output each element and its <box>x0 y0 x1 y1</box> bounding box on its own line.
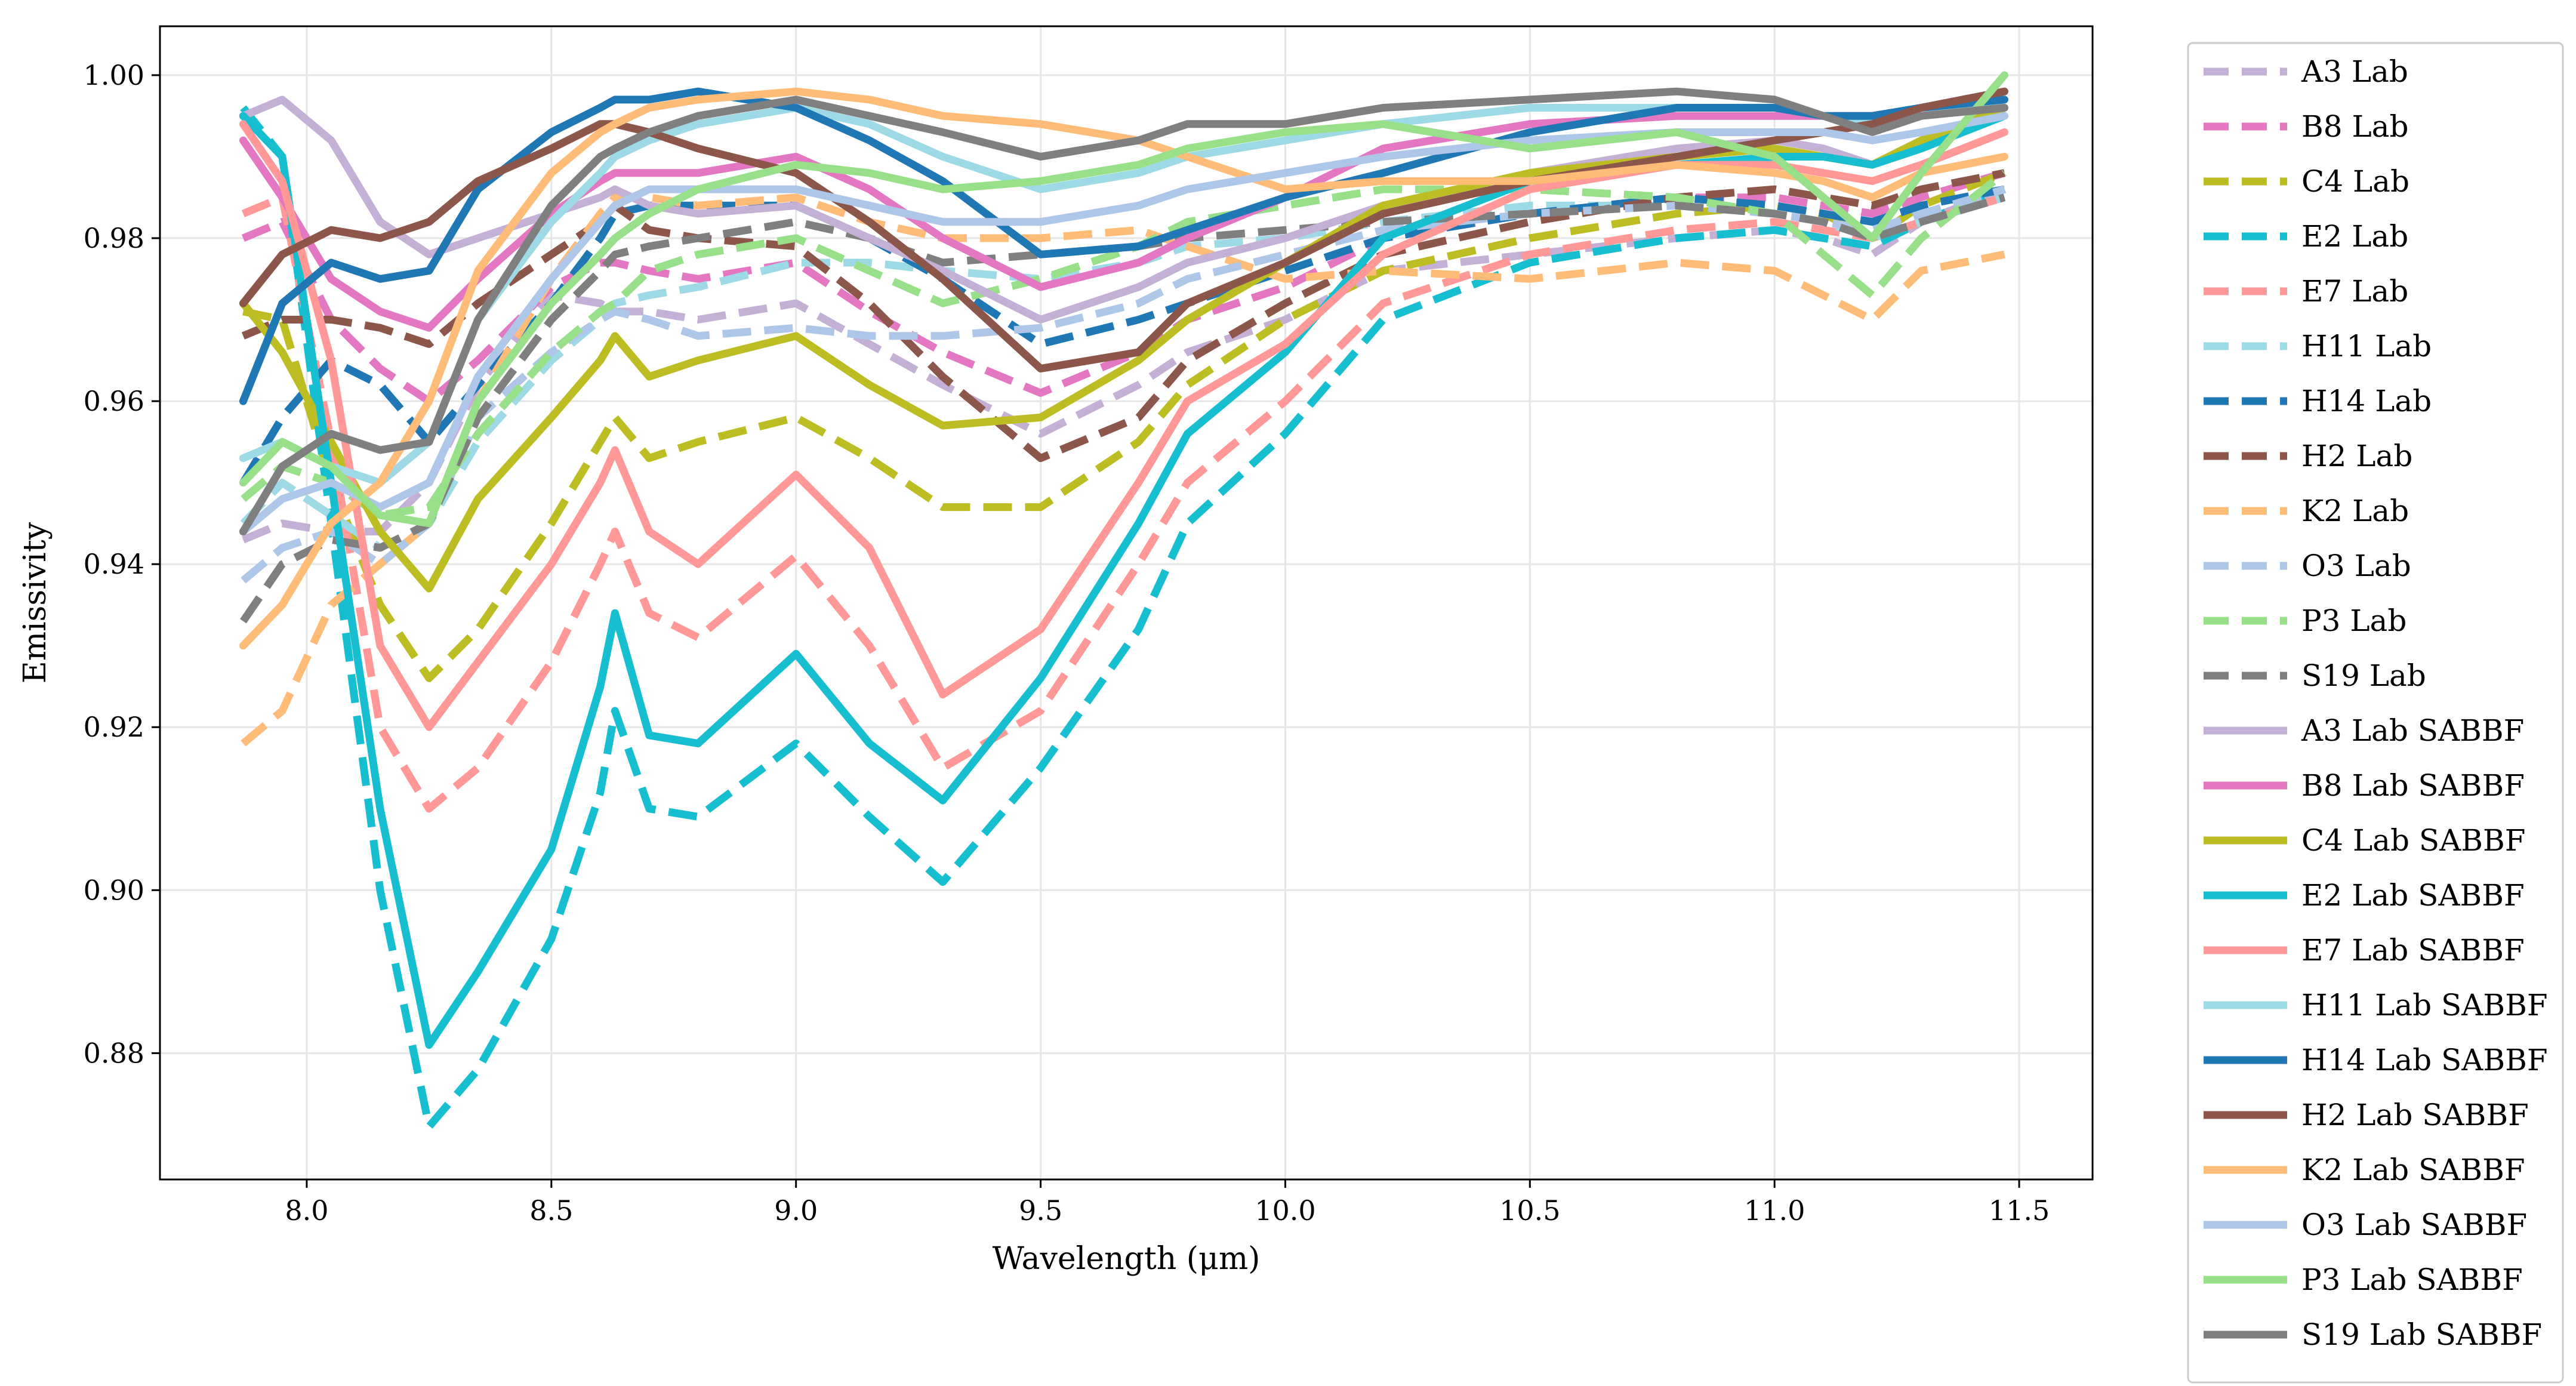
legend: A3 Lab B8 Lab C4 Lab E2 Lab E7 Lab H11 Lab H14… <box>2187 42 2564 1384</box>
x-tick-label: 8.5 <box>529 1194 573 1227</box>
legend-label-h14-lab: H14 Lab <box>2301 384 2432 418</box>
series-line-h2-lab <box>241 169 2005 463</box>
series-line-s19-lab <box>240 193 2006 624</box>
legend-label-k2-lab: K2 Lab <box>2301 494 2409 528</box>
x-axis: 8.0 8.5 9.0 9.5 10.0 10.5 11.0 11.5 <box>285 1179 2050 1227</box>
legend-label-s19-lab: S19 Lab <box>2301 658 2426 693</box>
x-tick-label: 11.0 <box>1744 1194 1805 1227</box>
legend-label-h2-lab: H2 Lab <box>2301 439 2412 473</box>
legend-box <box>2187 42 2564 1384</box>
legend-label-e7-lab: E7 Lab <box>2301 274 2408 309</box>
series-lines <box>239 71 2008 1131</box>
legend-label-c4-lab-sabbf: C4 Lab SABBF <box>2301 823 2525 858</box>
y-tick-label: 0.90 <box>84 874 144 906</box>
legend-label-p3-lab: P3 Lab <box>2301 603 2406 638</box>
series-line-p3-lab-sabbf <box>239 71 2008 528</box>
legend-label-p3-lab-sabbf: P3 Lab SABBF <box>2301 1262 2523 1297</box>
legend-label-s19-lab-sabbf: S19 Lab SABBF <box>2301 1317 2542 1352</box>
legend-label-b8-lab-sabbf: B8 Lab SABBF <box>2301 768 2525 803</box>
legend-label-k2-lab-sabbf: K2 Lab SABBF <box>2301 1153 2525 1187</box>
legend-label-h2-lab-sabbf: H2 Lab SABBF <box>2301 1098 2529 1132</box>
legend-label-b8-lab: B8 Lab <box>2301 109 2408 144</box>
series-line-o3-lab-sabbf <box>239 112 2008 535</box>
legend-label-o3-lab: O3 Lab <box>2301 549 2411 583</box>
legend-label-h11-lab-sabbf: H11 Lab SABBF <box>2301 988 2548 1022</box>
plot-frame <box>159 25 2094 1181</box>
x-tick-label: 8.0 <box>285 1194 328 1227</box>
series-line-k2-lab-sabbf <box>239 87 2008 650</box>
y-tick-label: 0.98 <box>84 222 144 254</box>
legend-label-e7-lab-sabbf: E7 Lab SABBF <box>2301 933 2525 968</box>
legend-label-a3-lab: A3 Lab <box>2301 54 2408 89</box>
legend-label-c4-lab: C4 Lab <box>2301 164 2409 199</box>
series-line-h2-lab-sabbf <box>239 87 2008 372</box>
y-tick-label: 0.94 <box>84 548 144 580</box>
x-tick-label: 9.0 <box>774 1194 818 1227</box>
legend-label-e2-lab-sabbf: E2 Lab SABBF <box>2301 878 2525 913</box>
legend-label-e2-lab: E2 Lab <box>2301 219 2408 254</box>
x-tick-label: 10.0 <box>1255 1194 1315 1227</box>
x-tick-label: 10.5 <box>1499 1194 1560 1227</box>
grid <box>160 26 2093 1179</box>
x-tick-label: 9.5 <box>1019 1194 1062 1227</box>
series-line-e2-lab <box>240 105 2006 1131</box>
y-tick-label: 1.00 <box>84 59 144 91</box>
series-line-b8-lab <box>241 169 2006 405</box>
legend-label-a3-lab-sabbf: A3 Lab SABBF <box>2301 713 2524 748</box>
series-line-h14-lab-sabbf <box>239 87 2008 405</box>
legend-label-o3-lab-sabbf: O3 Lab SABBF <box>2301 1208 2527 1242</box>
series-line-s19-lab-sabbf <box>239 87 2008 535</box>
x-axis-label: Wavelength (μm) <box>993 1241 1261 1277</box>
legend-label-h14-lab-sabbf: H14 Lab SABBF <box>2301 1043 2548 1077</box>
series-line-e2-lab-sabbf <box>239 112 2008 1049</box>
series-line-e7-lab-sabbf <box>239 120 2008 731</box>
y-tick-label: 0.92 <box>84 711 144 743</box>
y-axis-label: Emissivity <box>17 522 53 683</box>
y-tick-label: 0.88 <box>84 1037 144 1069</box>
y-axis: 0.88 0.90 0.92 0.94 0.96 0.98 1.00 <box>84 59 160 1069</box>
y-tick-label: 0.96 <box>84 385 144 417</box>
legend-label-h11-lab: H11 Lab <box>2301 329 2432 364</box>
series-line-e7-lab <box>241 193 2006 813</box>
x-tick-label: 11.5 <box>1989 1194 2050 1227</box>
